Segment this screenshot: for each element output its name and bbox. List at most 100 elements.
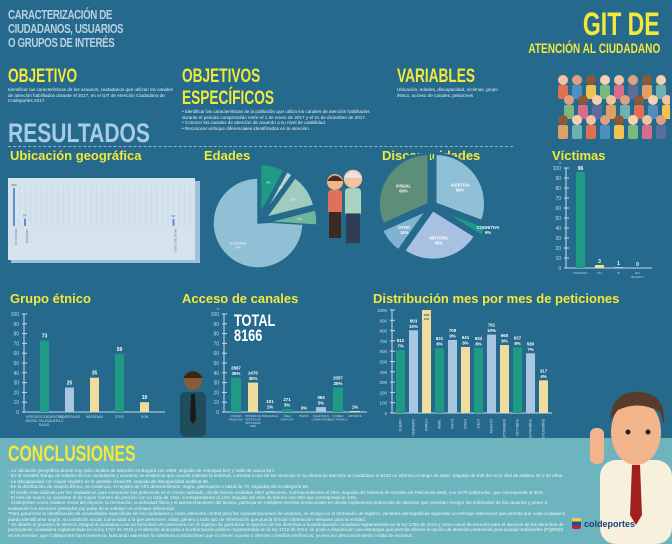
man-tie [630, 465, 642, 525]
y-tick-label: 40 [213, 371, 219, 377]
canales-bar [350, 411, 360, 413]
mes-value: 633 [475, 336, 483, 341]
victimas-bar [595, 265, 604, 268]
meses-bar [487, 334, 496, 413]
discapacidad-label: OTRO [398, 225, 411, 230]
person-body [564, 105, 574, 119]
mes-percent: 4% [540, 374, 546, 379]
objetivo-item: • Identificar las características de la … [182, 109, 370, 120]
mes-category: DICIEMBRE [542, 418, 546, 438]
y-tick-label: 0 [16, 410, 19, 416]
person-head [628, 75, 638, 85]
edades-slice [262, 170, 294, 215]
canal-category: CORREO [332, 414, 343, 418]
ubicacion-bar [24, 218, 26, 226]
victimas-category: NO [597, 271, 602, 275]
etnico-bar [140, 402, 149, 412]
canales-bar [248, 382, 258, 412]
y-tick-label: 600 [379, 349, 387, 354]
edades-slice-value: 5% [298, 217, 303, 221]
etnico-value: 35 [92, 371, 98, 377]
meses-bar [422, 310, 431, 413]
canal-count: 271 [283, 397, 291, 402]
mes-percent: 8% [514, 341, 520, 346]
person-body [656, 85, 666, 99]
person-body [558, 85, 568, 99]
mes-percent: 9% [449, 333, 455, 338]
canal-percent: 30% [249, 376, 258, 381]
conclusion-line: - La discapacidad con mayor registro es … [8, 478, 209, 484]
meses-bar [474, 347, 483, 413]
y-tick-label: 700 [379, 339, 387, 344]
mes-category: SEPTIEMBRE [503, 418, 507, 440]
victimas-value: 1 [617, 261, 620, 267]
canales-title: Acceso de canales [182, 291, 299, 306]
y-tick-label: 70 [213, 341, 219, 347]
conclusion-line: *Para garantizar la identificación de ne… [8, 511, 566, 522]
y-tick-label: 200 [379, 390, 387, 395]
edades-slice-value: 2% [278, 186, 283, 190]
edades-slice-value: 11% [290, 197, 296, 201]
conclusion-line: - El medio más utilizado por los ciudada… [8, 489, 545, 495]
infographic-title: CARACTERIZACIÓN DE CIUDADANOS, USUARIOS … [8, 8, 124, 50]
victimas-category: SI [617, 271, 620, 275]
objetivo-title: OBJETIVO [8, 66, 78, 87]
mes-category: AGOSTO [490, 419, 494, 434]
y-tick-label: 80 [213, 332, 219, 338]
person-body [600, 125, 610, 139]
y-tick-label: 0 [216, 410, 219, 416]
y-tick-label: 90 [13, 322, 19, 328]
conclusion-line: - La ubicación geográfica donde hay más … [8, 468, 276, 473]
person-body [600, 85, 610, 99]
coldeportes-logo: coldeportes [572, 518, 635, 529]
canal-category: LÍNEA [283, 414, 291, 418]
discapacidad-value: 6% [485, 230, 491, 235]
y-tick-label: 50 [213, 361, 219, 367]
discapacidad-label: MOTORA [429, 235, 448, 240]
y-tick-label: 800 [379, 329, 387, 334]
total-box: TOTAL 8166 [234, 312, 275, 344]
mes-value: 612 [397, 338, 405, 343]
person-body [642, 125, 652, 139]
canal-category: GESTIÓN DE [245, 416, 261, 421]
discapacidad-label: AUDITIVA [450, 183, 469, 188]
etnico-bar [65, 387, 74, 412]
y-tick-label: 40 [13, 371, 19, 377]
mes-value: 1164 [424, 313, 430, 317]
canal-category: TELEFÓNICA [313, 413, 330, 418]
mes-value: 641 [462, 335, 470, 340]
canal-category: PETICIONES [245, 421, 261, 425]
person-head [572, 75, 582, 85]
objetivos-especificos-section: OBJETIVOS ESPECÍFICOS • Identificar las … [182, 66, 382, 131]
person-body [634, 105, 644, 119]
person-head [592, 95, 602, 105]
ubicacion-title: Ubicación geográfica [10, 148, 142, 163]
meses-bar [396, 349, 405, 413]
canal-category: PRESENCIAL [262, 414, 279, 418]
figure-legs [346, 213, 360, 244]
person-head [628, 115, 638, 125]
y-tick-label: 30 [213, 381, 219, 387]
meses-bar [526, 353, 535, 413]
figure-legs [329, 212, 341, 238]
person-body [620, 105, 630, 119]
y-tick-label: 1000 [377, 308, 388, 313]
mes-category: JULIO [477, 419, 481, 429]
person-head [614, 75, 624, 85]
y-tick-label: 20 [213, 390, 219, 396]
person-head [586, 115, 596, 125]
person-head [572, 115, 582, 125]
y-tick-label: 60 [555, 206, 561, 212]
person-body [614, 125, 624, 139]
canal-category: BUZÓN [299, 413, 308, 418]
y-tick-label: 500 [379, 360, 387, 365]
edades-title: Edades [204, 148, 251, 163]
conclusion-line: - El mes de marzo se convierte el de may… [8, 495, 358, 501]
meses-bar [539, 380, 548, 413]
edades-slice [264, 176, 315, 219]
variables-title: VARIABLES [397, 66, 476, 87]
person-body [648, 105, 658, 119]
person-body [592, 105, 602, 119]
title-line: O GRUPOS DE INTERÉS [8, 36, 115, 50]
mes-category: FEBRERO [412, 419, 416, 436]
